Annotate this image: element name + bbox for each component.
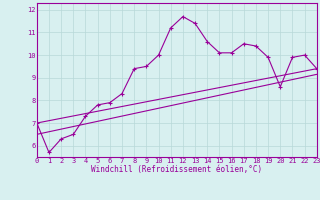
X-axis label: Windchill (Refroidissement éolien,°C): Windchill (Refroidissement éolien,°C) bbox=[91, 165, 262, 174]
